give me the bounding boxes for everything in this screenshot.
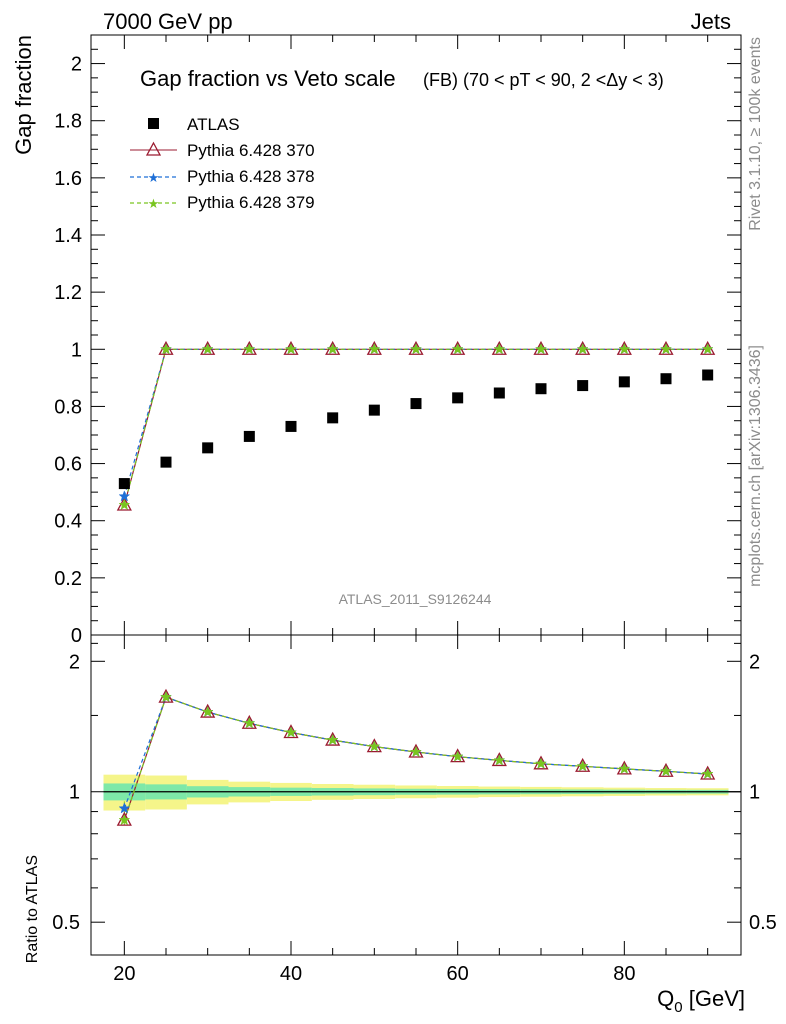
pythia-379-point — [285, 343, 297, 355]
pythia-378-point — [118, 490, 131, 502]
ratio-379-point — [701, 767, 714, 779]
ratio-ytick-label-right: 2 — [749, 651, 760, 673]
main-ytick-label: 0.4 — [54, 511, 82, 533]
mcplots-label: mcplots.cern.ch [arXiv:1306.3436] — [747, 345, 764, 587]
atlas-point — [535, 383, 547, 395]
main-ytick-label: 1.4 — [54, 225, 82, 247]
ratio-379-point — [285, 726, 297, 738]
main-ytick-label: 0.2 — [54, 568, 82, 590]
legend-370-label: Pythia 6.428 370 — [187, 141, 315, 160]
header-right: Jets — [691, 9, 731, 34]
main-series-line — [123, 348, 708, 506]
atlas-point — [410, 398, 422, 410]
xtick-label: 80 — [613, 963, 635, 985]
ratio-379-point — [368, 740, 381, 752]
pythia-379-point — [535, 343, 547, 355]
xtick-label: 20 — [113, 963, 135, 985]
atlas-point — [618, 376, 630, 388]
ratio-379-point — [451, 750, 464, 762]
main-ytick-label: 2 — [71, 54, 82, 76]
main-series-line — [123, 348, 708, 506]
ratio-ytick-label-right: 1 — [749, 782, 760, 804]
pythia-379-point — [618, 343, 631, 355]
main-series-line — [123, 348, 708, 497]
atlas-point — [577, 380, 589, 392]
ratio-378-point — [118, 802, 131, 814]
pythia-379-point — [243, 343, 256, 355]
ratio-ytick-label-left: 0.5 — [52, 912, 80, 934]
atlas-point — [160, 456, 172, 468]
main-ytick-label: 1 — [71, 339, 82, 361]
pythia-379-point — [701, 343, 714, 355]
pythia-379-point — [493, 343, 506, 355]
main-y-ticks: 0 0.2 0.4 0.6 0.8 1 1.2 1.4 1.6 1.8 2 — [54, 48, 741, 647]
legend-378-label: Pythia 6.428 378 — [187, 167, 315, 186]
rivet-label: Rivet 3.1.10, ≥ 100k events — [747, 37, 764, 231]
ratio-379-point — [618, 762, 631, 774]
pythia-379-point — [660, 343, 672, 355]
ratio-ytick-label-right: 0.5 — [749, 912, 777, 934]
legend-379-marker: ★ — [148, 196, 160, 211]
atlas-point — [285, 420, 297, 432]
ratio-379-point — [118, 813, 131, 826]
atlas-point — [452, 392, 464, 404]
ratio-379-point — [576, 760, 589, 772]
main-ytick-label: 0 — [71, 625, 82, 647]
legend-atlas-marker — [148, 118, 159, 129]
atlas-point — [202, 442, 214, 454]
legend: ATLAS Pythia 6.428 370 ★ Pythia 6.428 37… — [130, 115, 315, 212]
legend-atlas-label: ATLAS — [187, 115, 240, 134]
main-ytick-label: 0.8 — [54, 396, 82, 418]
xtick-label: 60 — [447, 963, 469, 985]
pythia-379-point — [160, 343, 172, 355]
analysis-watermark: ATLAS_2011_S9126244 — [339, 591, 492, 607]
pythia-379-point — [451, 343, 464, 355]
pythia-379-point — [326, 343, 339, 355]
chart-title: Gap fraction vs Veto scale — [140, 66, 396, 91]
ratio-379-point — [201, 705, 214, 718]
pythia-379-point — [410, 343, 422, 355]
ratio-379-point — [493, 754, 506, 766]
atlas-point — [493, 387, 505, 399]
legend-370-marker — [145, 141, 162, 156]
atlas-point — [327, 412, 339, 424]
ratio-379-point — [160, 691, 172, 703]
ratio-379-point — [535, 757, 547, 769]
uncertainty-band — [103, 774, 741, 811]
atlas-point — [702, 369, 714, 381]
ratio-379-point — [326, 733, 339, 746]
pythia-379-point — [368, 343, 381, 355]
ratio-ytick-label-left: 2 — [69, 651, 80, 673]
main-data-marks — [116, 340, 716, 511]
x-ticks: 20 40 60 80 — [113, 35, 709, 985]
pythia-379-point — [201, 343, 214, 355]
main-ytick-label: 1.2 — [54, 282, 82, 304]
legend-379-label: Pythia 6.428 379 — [187, 193, 315, 212]
pythia-379-point — [576, 343, 589, 355]
main-ytick-label: 1.6 — [54, 168, 82, 190]
atlas-point — [243, 430, 255, 442]
ratio-data-marks — [116, 688, 716, 826]
ratio-379-point — [660, 765, 672, 777]
ratio-379-point — [410, 745, 422, 758]
main-ytick-label: 0.6 — [54, 454, 82, 476]
legend-378-marker: ★ — [148, 170, 160, 185]
main-ytick-label: 1.8 — [54, 111, 82, 133]
ratio-ylabel: Ratio to ATLAS — [24, 855, 41, 963]
xtick-label: 40 — [280, 963, 302, 985]
header-left: 7000 GeV pp — [103, 9, 233, 34]
main-ylabel: Gap fraction — [11, 35, 36, 155]
atlas-point — [660, 373, 672, 385]
x-axis-title: Q0 [GeV] — [657, 986, 745, 1016]
atlas-point — [368, 404, 380, 416]
ratio-ytick-label-left: 1 — [69, 782, 80, 804]
ratio-379-point — [243, 717, 256, 729]
ratio-y-ticks: 0.5 0.5 1 1 2 2 — [52, 642, 777, 934]
pythia-379-point — [118, 498, 131, 510]
chart-subtitle: (FB) (70 < pT < 90, 2 <Δy < 3) — [423, 70, 664, 90]
atlas-point — [118, 478, 130, 490]
